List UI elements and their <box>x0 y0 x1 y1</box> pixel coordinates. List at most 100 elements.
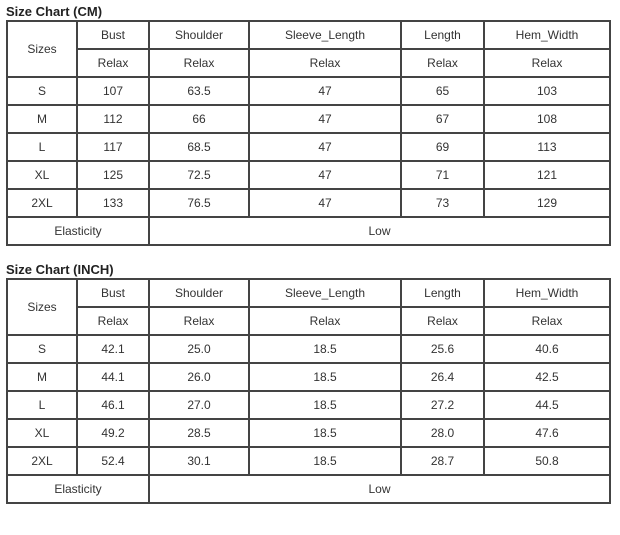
header-row: Sizes Bust Shoulder Sleeve_Length Length Hem_… <box>6 278 611 336</box>
value-cell: 18.5 <box>248 390 402 420</box>
value-cell: 47 <box>248 160 402 190</box>
fit-row: Relax Relax Relax Relax Relax <box>7 48 611 78</box>
value-cell: 47 <box>248 76 402 106</box>
elasticity-row: Elasticity Low <box>6 216 611 246</box>
header-row: Sizes Bust Shoulder Sleeve_Length Length Hem_… <box>6 20 611 78</box>
value-cell: 26.4 <box>400 362 485 392</box>
value-cell: 40.6 <box>483 334 611 364</box>
column-header: Shoulder <box>148 278 250 308</box>
size-cell: S <box>6 76 78 106</box>
column-header: Bust <box>76 278 150 308</box>
value-cell: 47 <box>248 132 402 162</box>
elasticity-value: Low <box>148 216 611 246</box>
table-row: L 117 68.5 47 69 113 <box>6 132 611 162</box>
value-cell: 67 <box>400 104 485 134</box>
value-cell: 72.5 <box>148 160 250 190</box>
value-cell: 30.1 <box>148 446 250 476</box>
size-cell: 2XL <box>6 446 78 476</box>
fit-cell: Relax <box>76 306 150 336</box>
value-cell: 117 <box>76 132 150 162</box>
value-cell: 63.5 <box>148 76 250 106</box>
table-title: Size Chart (CM) <box>6 4 103 19</box>
value-cell: 28.5 <box>148 418 250 448</box>
value-cell: 47 <box>248 104 402 134</box>
value-cell: 73 <box>400 188 485 218</box>
fit-cell: Relax <box>148 306 250 336</box>
value-cell: 71 <box>400 160 485 190</box>
value-cell: 107 <box>76 76 150 106</box>
column-header: Bust <box>76 20 150 50</box>
value-cell: 121 <box>483 160 611 190</box>
value-cell: 44.5 <box>483 390 611 420</box>
size-cell: XL <box>6 160 78 190</box>
value-cell: 66 <box>148 104 250 134</box>
value-cell: 52.4 <box>76 446 150 476</box>
elasticity-label: Elasticity <box>6 474 150 504</box>
value-cell: 18.5 <box>248 446 402 476</box>
value-cell: 108 <box>483 104 611 134</box>
size-chart-inch: Size Chart (INCH) Sizes Bust Shoulder Sleeve… <box>6 262 611 504</box>
value-cell: 27.2 <box>400 390 485 420</box>
value-cell: 113 <box>483 132 611 162</box>
fit-cell: Relax <box>148 48 250 78</box>
fit-cell: Relax <box>483 48 611 78</box>
elasticity-row: Elasticity Low <box>6 474 611 504</box>
value-cell: 28.0 <box>400 418 485 448</box>
value-cell: 68.5 <box>148 132 250 162</box>
value-cell: 26.0 <box>148 362 250 392</box>
table-row: M 112 66 47 67 108 <box>6 104 611 134</box>
size-cell: XL <box>6 418 78 448</box>
table-row: S 107 63.5 47 65 103 <box>6 76 611 106</box>
size-cell: 2XL <box>6 188 78 218</box>
value-cell: 49.2 <box>76 418 150 448</box>
size-cell: S <box>6 334 78 364</box>
column-header: Length <box>400 20 485 50</box>
elasticity-value: Low <box>148 474 611 504</box>
value-cell: 129 <box>483 188 611 218</box>
value-cell: 44.1 <box>76 362 150 392</box>
value-cell: 69 <box>400 132 485 162</box>
value-cell: 65 <box>400 76 485 106</box>
value-cell: 25.6 <box>400 334 485 364</box>
value-cell: 76.5 <box>148 188 250 218</box>
value-cell: 27.0 <box>148 390 250 420</box>
table-row: 2XL 133 76.5 47 73 129 <box>6 188 611 218</box>
value-cell: 47 <box>248 188 402 218</box>
table-row: L 46.1 27.0 18.5 27.2 44.5 <box>6 390 611 420</box>
column-header: Hem_Width <box>483 278 611 308</box>
value-cell: 47.6 <box>483 418 611 448</box>
value-cell: 50.8 <box>483 446 611 476</box>
column-header: Sleeve_Length <box>248 20 402 50</box>
table-row: M 44.1 26.0 18.5 26.4 42.5 <box>6 362 611 392</box>
value-cell: 25.0 <box>148 334 250 364</box>
size-table: Sizes Bust Shoulder Sleeve_Length Length Hem_… <box>6 20 611 246</box>
fit-cell: Relax <box>400 306 485 336</box>
sizes-header: Sizes <box>6 20 78 78</box>
sizes-header: Sizes <box>6 278 78 336</box>
value-cell: 112 <box>76 104 150 134</box>
value-cell: 125 <box>76 160 150 190</box>
fit-row: Relax Relax Relax Relax Relax <box>7 306 611 336</box>
column-header: Sleeve_Length <box>248 278 402 308</box>
fit-cell: Relax <box>248 48 402 78</box>
value-cell: 46.1 <box>76 390 150 420</box>
table-row: XL 49.2 28.5 18.5 28.0 47.6 <box>6 418 611 448</box>
column-header: Hem_Width <box>483 20 611 50</box>
fit-cell: Relax <box>76 48 150 78</box>
table-title: Size Chart (INCH) <box>6 262 114 277</box>
value-cell: 18.5 <box>248 334 402 364</box>
value-cell: 103 <box>483 76 611 106</box>
fit-cell: Relax <box>248 306 402 336</box>
size-cell: M <box>6 362 78 392</box>
table-row: S 42.1 25.0 18.5 25.6 40.6 <box>6 334 611 364</box>
column-header: Shoulder <box>148 20 250 50</box>
size-cell: L <box>6 390 78 420</box>
table-row: 2XL 52.4 30.1 18.5 28.7 50.8 <box>6 446 611 476</box>
column-header: Length <box>400 278 485 308</box>
size-cell: L <box>6 132 78 162</box>
value-cell: 18.5 <box>248 418 402 448</box>
value-cell: 18.5 <box>248 362 402 392</box>
size-table: Sizes Bust Shoulder Sleeve_Length Length Hem_… <box>6 278 611 504</box>
value-cell: 133 <box>76 188 150 218</box>
size-chart-cm: Size Chart (CM) Sizes Bust Shoulder Sleeve_L… <box>6 4 611 246</box>
